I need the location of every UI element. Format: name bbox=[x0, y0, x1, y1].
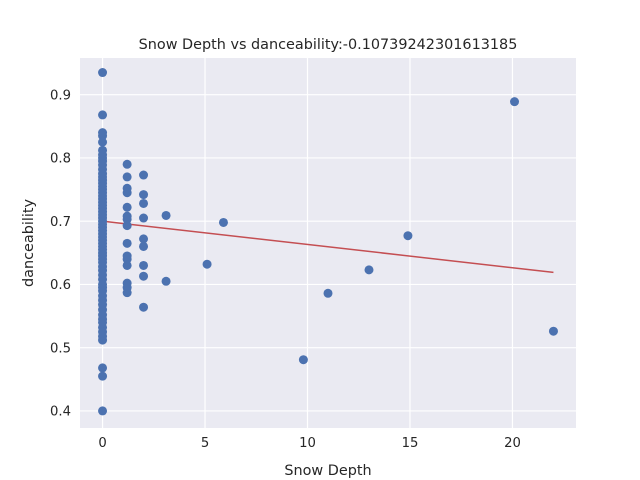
data-point bbox=[122, 159, 132, 169]
data-point bbox=[139, 271, 149, 281]
x-tick-label: 10 bbox=[299, 436, 316, 451]
data-point bbox=[122, 238, 132, 248]
trendline bbox=[102, 220, 554, 274]
data-point bbox=[139, 190, 149, 200]
data-point bbox=[139, 170, 149, 180]
x-tick-label: 0 bbox=[98, 436, 106, 451]
data-point bbox=[98, 406, 108, 416]
data-point bbox=[161, 276, 171, 286]
data-point bbox=[98, 68, 108, 78]
y-axis-ticks: 0.4 0.5 0.6 0.7 0.8 0.9 bbox=[50, 88, 71, 419]
trendline-layer bbox=[102, 220, 554, 274]
grid-lines bbox=[80, 58, 576, 428]
data-point bbox=[161, 210, 171, 220]
data-point bbox=[122, 221, 132, 231]
data-point bbox=[510, 97, 520, 107]
data-point bbox=[139, 234, 149, 244]
x-tick-label: 15 bbox=[402, 436, 419, 451]
data-point bbox=[139, 198, 149, 208]
data-points bbox=[98, 68, 558, 416]
y-tick-label: 0.4 bbox=[50, 405, 71, 420]
data-point bbox=[122, 172, 132, 182]
data-point bbox=[218, 217, 228, 227]
data-point bbox=[364, 265, 374, 275]
data-point bbox=[202, 259, 212, 269]
data-point bbox=[98, 110, 108, 120]
data-point bbox=[323, 288, 333, 298]
plot-area bbox=[80, 58, 576, 428]
data-point bbox=[122, 288, 132, 298]
data-point bbox=[403, 231, 413, 241]
y-tick-label: 0.7 bbox=[50, 215, 71, 230]
data-point bbox=[122, 202, 132, 212]
data-point bbox=[98, 131, 108, 141]
y-tick-label: 0.9 bbox=[50, 88, 71, 103]
data-point bbox=[139, 302, 149, 312]
data-point bbox=[98, 371, 108, 381]
y-axis-label: danceability bbox=[21, 199, 37, 287]
data-point bbox=[98, 363, 108, 373]
y-tick-label: 0.5 bbox=[50, 341, 71, 356]
y-tick-label: 0.6 bbox=[50, 278, 71, 293]
data-point bbox=[548, 326, 558, 336]
x-axis-ticks: 0 5 10 15 20 bbox=[98, 436, 521, 451]
data-point bbox=[122, 254, 132, 264]
data-point bbox=[139, 213, 149, 223]
data-point bbox=[98, 335, 108, 345]
data-point bbox=[122, 188, 132, 198]
data-point bbox=[139, 241, 149, 251]
data-point bbox=[98, 137, 108, 147]
data-point bbox=[139, 260, 149, 270]
chart-title: Snow Depth vs danceability:-0.1073924230… bbox=[139, 37, 518, 53]
data-point bbox=[298, 355, 308, 365]
data-point bbox=[122, 214, 132, 224]
x-axis-label: Snow Depth bbox=[284, 463, 371, 479]
x-tick-label: 20 bbox=[504, 436, 521, 451]
x-tick-label: 5 bbox=[201, 436, 209, 451]
data-point bbox=[122, 260, 132, 270]
y-tick-label: 0.8 bbox=[50, 152, 71, 167]
